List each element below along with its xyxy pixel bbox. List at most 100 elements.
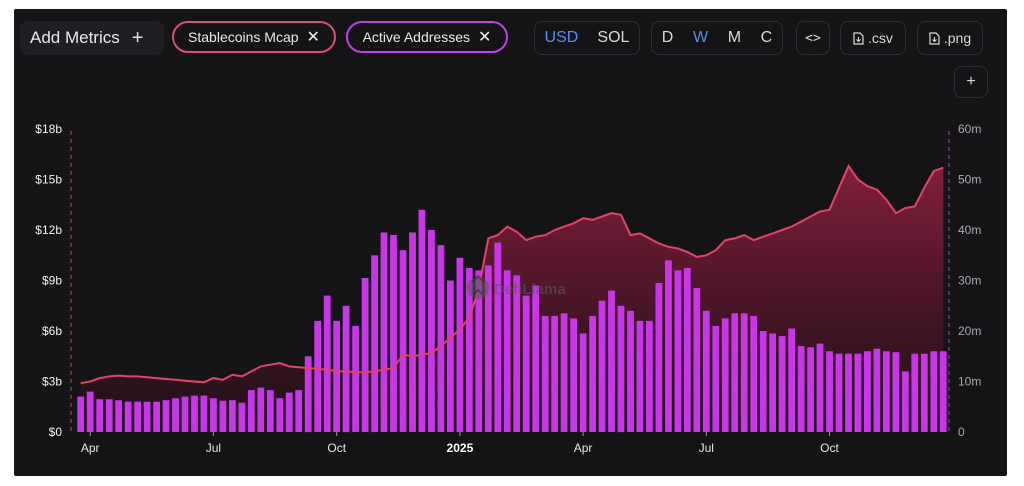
active-addresses-bar[interactable] xyxy=(437,245,445,432)
active-addresses-bar[interactable] xyxy=(229,400,236,432)
active-addresses-bar[interactable] xyxy=(342,305,350,433)
active-addresses-bar[interactable] xyxy=(380,232,388,433)
active-addresses-bar[interactable] xyxy=(721,318,729,432)
active-addresses-bar[interactable] xyxy=(285,392,293,432)
active-addresses-bar[interactable] xyxy=(475,270,483,432)
period-option-d[interactable]: D xyxy=(661,29,674,46)
active-addresses-bar[interactable] xyxy=(759,331,767,432)
currency-option-usd[interactable]: USD xyxy=(544,29,579,46)
active-addresses-bar[interactable] xyxy=(191,395,198,432)
active-addresses-bar[interactable] xyxy=(304,356,312,433)
active-addresses-bar[interactable] xyxy=(560,313,568,432)
active-addresses-bar[interactable] xyxy=(589,315,596,432)
active-addresses-bar[interactable] xyxy=(665,260,672,432)
active-addresses-bar[interactable] xyxy=(210,398,217,432)
active-addresses-bar[interactable] xyxy=(219,400,227,432)
active-addresses-bar[interactable] xyxy=(627,310,634,432)
active-addresses-bar[interactable] xyxy=(873,348,881,432)
active-addresses-bar[interactable] xyxy=(693,288,701,432)
active-addresses-bar[interactable] xyxy=(807,347,814,432)
active-addresses-bar[interactable] xyxy=(750,315,758,432)
active-addresses-bar[interactable] xyxy=(247,390,255,432)
active-addresses-bar[interactable] xyxy=(655,283,663,432)
metric-chip-active-addresses[interactable]: Active Addresses ✕ xyxy=(346,21,508,53)
active-addresses-bar[interactable] xyxy=(352,325,359,432)
active-addresses-bar[interactable] xyxy=(674,270,682,432)
active-addresses-bar[interactable] xyxy=(901,371,909,432)
active-addresses-bar[interactable] xyxy=(570,318,577,432)
currency-option-sol[interactable]: SOL xyxy=(597,29,630,46)
active-addresses-bar[interactable] xyxy=(816,343,824,432)
active-addresses-bar[interactable] xyxy=(266,390,274,432)
active-addresses-bar[interactable] xyxy=(911,353,919,432)
active-addresses-bar[interactable] xyxy=(864,351,871,432)
active-addresses-bar[interactable] xyxy=(153,401,160,432)
active-addresses-bar[interactable] xyxy=(428,230,435,432)
active-addresses-bar[interactable] xyxy=(124,401,132,432)
close-icon[interactable]: ✕ xyxy=(306,29,320,46)
active-addresses-bar[interactable] xyxy=(143,401,151,432)
active-addresses-bar[interactable] xyxy=(579,333,587,433)
active-addresses-bar[interactable] xyxy=(939,351,947,432)
expand-button[interactable]: + xyxy=(954,66,988,98)
active-addresses-bar[interactable] xyxy=(162,400,170,432)
active-addresses-bar[interactable] xyxy=(551,315,558,432)
active-addresses-bar[interactable] xyxy=(323,295,331,432)
active-addresses-bar[interactable] xyxy=(532,285,540,432)
active-addresses-bar[interactable] xyxy=(731,313,739,432)
active-addresses-bar[interactable] xyxy=(105,399,113,432)
active-addresses-bar[interactable] xyxy=(598,300,606,432)
active-addresses-bar[interactable] xyxy=(845,353,852,432)
active-addresses-bar[interactable] xyxy=(276,398,284,432)
active-addresses-bar[interactable] xyxy=(646,320,653,432)
active-addresses-bar[interactable] xyxy=(740,313,748,432)
period-option-c[interactable]: C xyxy=(760,29,773,46)
active-addresses-bar[interactable] xyxy=(465,267,473,432)
active-addresses-bar[interactable] xyxy=(712,325,720,432)
active-addresses-bar[interactable] xyxy=(314,320,322,432)
active-addresses-bar[interactable] xyxy=(608,290,615,432)
active-addresses-bar[interactable] xyxy=(797,346,805,432)
active-addresses-bar[interactable] xyxy=(371,255,378,433)
active-addresses-bar[interactable] xyxy=(418,209,426,432)
active-addresses-bar[interactable] xyxy=(86,391,94,432)
active-addresses-bar[interactable] xyxy=(484,265,492,432)
metric-chip-stablecoins-mcap[interactable]: Stablecoins Mcap ✕ xyxy=(172,21,336,53)
active-addresses-bar[interactable] xyxy=(503,270,511,432)
active-addresses-bar[interactable] xyxy=(778,336,786,432)
active-addresses-bar[interactable] xyxy=(96,399,104,432)
close-icon[interactable]: ✕ xyxy=(477,29,492,46)
active-addresses-bar[interactable] xyxy=(181,396,189,432)
active-addresses-bar[interactable] xyxy=(854,353,862,432)
period-option-w[interactable]: W xyxy=(692,29,709,46)
active-addresses-bar[interactable] xyxy=(920,353,928,432)
active-addresses-bar[interactable] xyxy=(835,353,843,432)
download-csv-button[interactable]: .csv xyxy=(840,21,906,55)
active-addresses-bar[interactable] xyxy=(295,390,303,432)
add-metrics-button[interactable]: Add Metrics + xyxy=(20,21,164,55)
active-addresses-bar[interactable] xyxy=(636,320,644,432)
active-addresses-bar[interactable] xyxy=(702,310,710,432)
active-addresses-bar[interactable] xyxy=(333,320,340,432)
download-png-button[interactable]: .png xyxy=(917,21,983,55)
active-addresses-bar[interactable] xyxy=(522,295,530,432)
active-addresses-bar[interactable] xyxy=(513,275,521,432)
period-option-m[interactable]: M xyxy=(727,29,742,46)
active-addresses-bar[interactable] xyxy=(361,278,369,432)
active-addresses-bar[interactable] xyxy=(447,280,454,433)
embed-button[interactable]: <> xyxy=(796,21,830,55)
active-addresses-bar[interactable] xyxy=(456,257,464,432)
active-addresses-bar[interactable] xyxy=(683,267,691,432)
active-addresses-bar[interactable] xyxy=(769,333,776,433)
active-addresses-bar[interactable] xyxy=(930,351,938,432)
active-addresses-bar[interactable] xyxy=(883,351,890,432)
active-addresses-bar[interactable] xyxy=(390,235,397,432)
active-addresses-bar[interactable] xyxy=(238,402,246,432)
active-addresses-bar[interactable] xyxy=(115,400,122,432)
active-addresses-bar[interactable] xyxy=(77,396,85,432)
active-addresses-bar[interactable] xyxy=(826,351,833,432)
active-addresses-bar[interactable] xyxy=(172,398,179,432)
active-addresses-bar[interactable] xyxy=(892,352,900,432)
active-addresses-bar[interactable] xyxy=(494,242,502,432)
active-addresses-bar[interactable] xyxy=(257,387,265,432)
